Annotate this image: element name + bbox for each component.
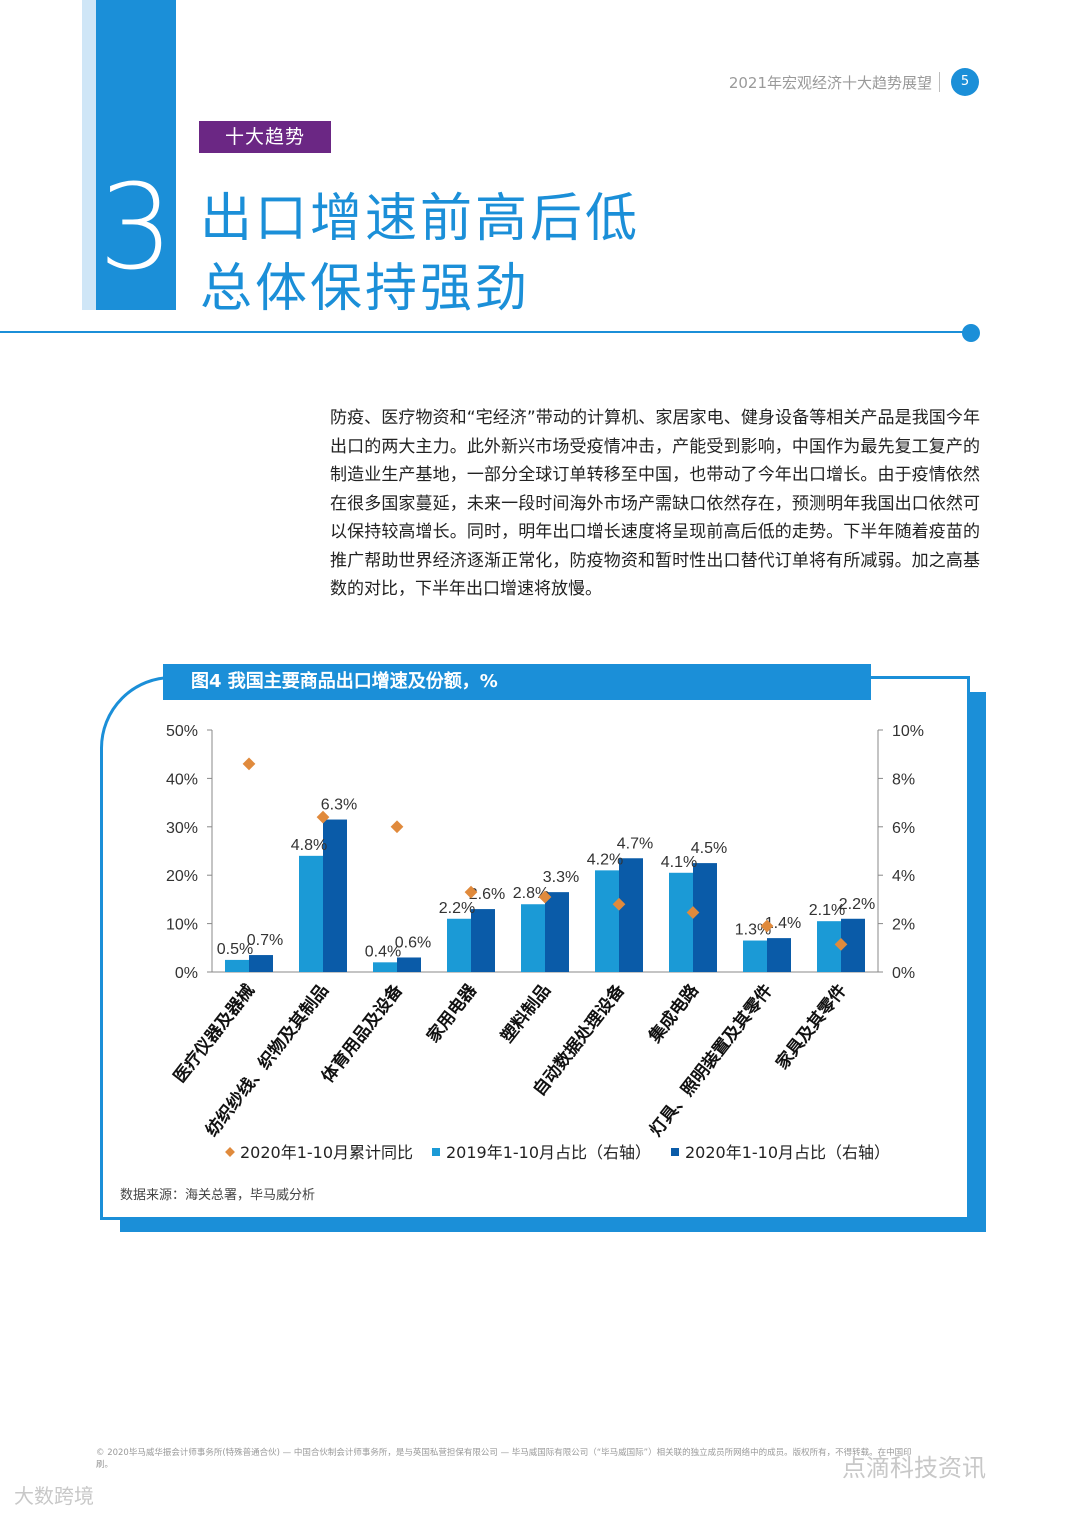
bar-2020-label: 2.6% bbox=[469, 886, 505, 903]
header-divider bbox=[939, 72, 940, 92]
growth-marker bbox=[242, 757, 256, 771]
bar-2019 bbox=[225, 959, 249, 972]
bar-2020-label: 4.5% bbox=[691, 840, 727, 857]
bar-2020 bbox=[619, 858, 643, 972]
category-label: 家具及其零件 bbox=[772, 980, 851, 1073]
bar-2020-label: 0.6% bbox=[395, 934, 431, 951]
chart-title: 图4 我国主要商品出口增速及份额，% bbox=[163, 664, 871, 700]
growth-marker bbox=[464, 885, 478, 899]
bar-2019-label: 4.1% bbox=[661, 854, 697, 871]
legend-label: 2019年1-10月占比（右轴） bbox=[446, 1143, 651, 1162]
left-axis-tick-label: 30% bbox=[166, 820, 198, 837]
right-axis-tick-label: 2% bbox=[892, 917, 915, 934]
bar-2020-label: 3.3% bbox=[543, 869, 579, 886]
report-title: 2021年宏观经济十大趋势展望 bbox=[728, 74, 932, 92]
right-axis-tick-label: 8% bbox=[892, 771, 915, 788]
section-divider bbox=[0, 331, 970, 333]
section-stripe-light bbox=[82, 0, 96, 310]
right-axis-tick-label: 10% bbox=[892, 723, 924, 740]
section-divider-dot bbox=[962, 324, 980, 342]
category-label: 纺织纱线、织物及其制品 bbox=[201, 980, 333, 1140]
section-tag: 十大趋势 bbox=[199, 121, 331, 153]
right-axis-tick-label: 0% bbox=[892, 965, 915, 982]
bar-2020 bbox=[693, 863, 717, 972]
bar-2020-label: 1.4% bbox=[765, 915, 801, 932]
bar-2019 bbox=[521, 904, 545, 972]
left-axis-tick-label: 50% bbox=[166, 723, 198, 740]
bar-2020-label: 0.7% bbox=[247, 932, 283, 949]
bar-2019 bbox=[595, 870, 619, 972]
footer-copyright: © 2020毕马威华振会计师事务所(特殊普通合伙) — 中国合伙制会计师事务所，… bbox=[96, 1448, 912, 1470]
section-title-line1: 出口增速前高后低 bbox=[200, 189, 641, 249]
bar-2019-label: 4.2% bbox=[587, 851, 623, 868]
bar-2020-label: 4.7% bbox=[617, 835, 653, 852]
page-number: 5 bbox=[951, 68, 979, 96]
bar-2019 bbox=[299, 855, 323, 972]
bar-2020 bbox=[471, 909, 495, 972]
bar-2020 bbox=[397, 957, 421, 972]
left-axis-tick-label: 40% bbox=[166, 771, 198, 788]
legend-marker-growth bbox=[225, 1147, 235, 1157]
right-axis-tick-label: 4% bbox=[892, 868, 915, 885]
body-paragraph: 防疫、医疗物资和“宅经济”带动的计算机、家居家电、健身设备等相关产品是我国今年出… bbox=[330, 408, 980, 599]
bar-2020-label: 2.2% bbox=[839, 896, 875, 913]
bar-2019-label: 2.1% bbox=[809, 902, 845, 919]
bar-2019-label: 4.8% bbox=[291, 837, 327, 854]
bar-2019-label: 2.2% bbox=[439, 900, 475, 917]
bar-2019 bbox=[373, 962, 397, 972]
export-growth-chart: 0% 10% 20% 30% 40% 50% 0% 2% 4% 6% 8% 10% 0.5%0.7% 医疗… bbox=[166, 723, 924, 1162]
watermark-right: 点滴科技资讯 bbox=[842, 1454, 986, 1482]
category-label: 医疗仪器及器械 bbox=[169, 980, 259, 1087]
bar-2020 bbox=[545, 892, 569, 972]
category-label: 塑料制品 bbox=[497, 980, 555, 1047]
section-number-block bbox=[96, 0, 176, 310]
category-label: 灯具、照明装置及其零件 bbox=[645, 980, 777, 1140]
section-title-line2: 总体保持强劲 bbox=[200, 259, 531, 319]
category-label: 集成电路 bbox=[644, 979, 704, 1047]
bar-2020 bbox=[767, 938, 791, 972]
bar-2019-label: 0.4% bbox=[365, 943, 401, 960]
bar-2020 bbox=[249, 955, 273, 972]
watermark-left: 大数跨境 bbox=[14, 1484, 94, 1508]
bar-2019 bbox=[743, 940, 767, 972]
legend-label: 2020年1-10月占比（右轴） bbox=[685, 1143, 890, 1162]
left-axis-tick-label: 10% bbox=[166, 917, 198, 934]
left-axis-tick-label: 0% bbox=[175, 965, 198, 982]
bar-2019 bbox=[447, 918, 471, 972]
right-axis-tick-label: 6% bbox=[892, 820, 915, 837]
section-number: 3 bbox=[98, 158, 174, 296]
bar-2019 bbox=[669, 872, 693, 972]
legend-label: 2020年1-10月累计同比 bbox=[240, 1143, 413, 1162]
bar-2020-label: 6.3% bbox=[321, 797, 357, 814]
legend-marker-share bbox=[432, 1148, 440, 1156]
growth-marker bbox=[390, 820, 404, 834]
chart-source: 数据来源：海关总署，毕马威分析 bbox=[120, 1188, 316, 1203]
bar-2020 bbox=[323, 819, 347, 972]
bar-2019-label: 0.5% bbox=[217, 941, 253, 958]
legend-marker-share bbox=[671, 1148, 679, 1156]
category-label: 家用电器 bbox=[423, 979, 482, 1046]
left-axis-tick-label: 20% bbox=[166, 868, 198, 885]
